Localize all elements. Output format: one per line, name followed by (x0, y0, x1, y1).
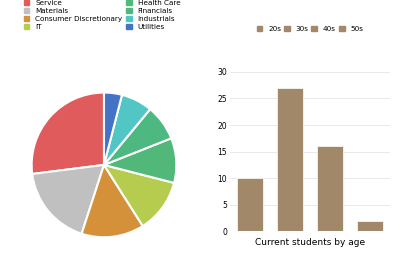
Wedge shape (104, 95, 150, 165)
Wedge shape (104, 165, 174, 226)
Wedge shape (82, 165, 143, 237)
Wedge shape (104, 138, 176, 183)
Bar (357, 221, 383, 231)
Bar (277, 88, 303, 231)
Bar (237, 178, 263, 231)
Legend: 20s, 30s, 40s, 50s: 20s, 30s, 40s, 50s (255, 24, 365, 34)
Wedge shape (104, 93, 122, 165)
Legend: Service, Materials, Consumer Discretionary, IT, Health Care, Financials, Industr: Service, Materials, Consumer Discretiona… (22, 0, 182, 32)
X-axis label: Current students by age: Current students by age (255, 238, 365, 247)
Wedge shape (32, 165, 104, 234)
Wedge shape (32, 93, 104, 174)
Bar (317, 146, 343, 231)
Wedge shape (104, 109, 171, 165)
